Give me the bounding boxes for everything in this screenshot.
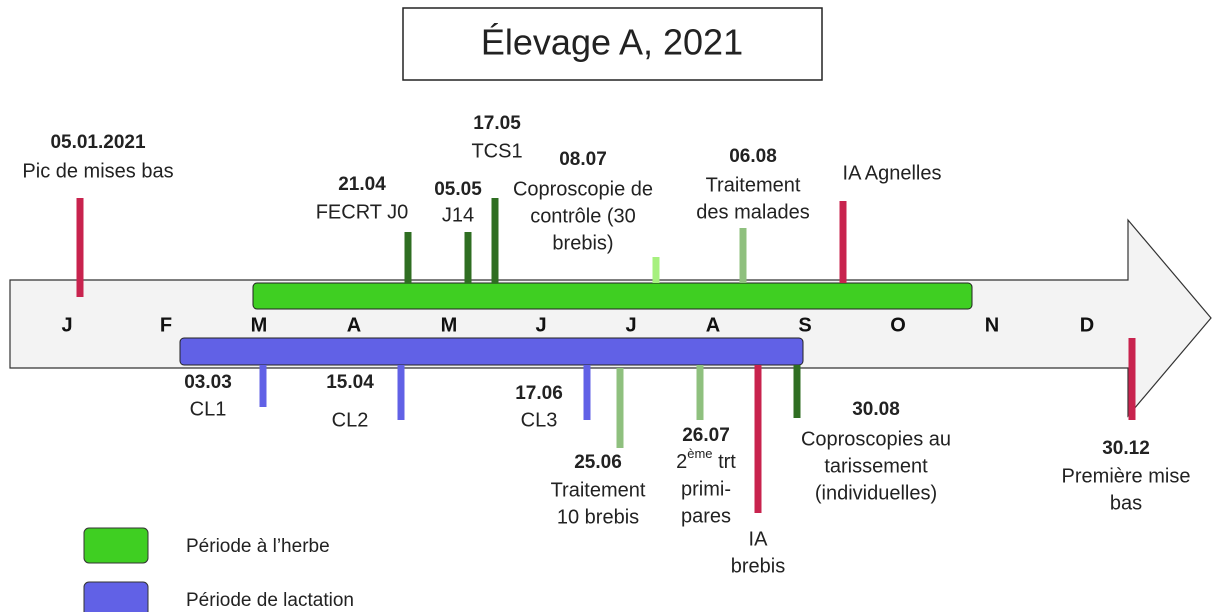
event-text-part: 2 <box>676 451 687 473</box>
legend-swatch <box>83 581 149 612</box>
event-text: FECRT J0 <box>316 201 409 223</box>
event-text: Première mise <box>1062 465 1191 487</box>
legend-swatch <box>83 527 149 564</box>
month-label: S <box>798 314 811 336</box>
month-label: A <box>706 314 720 336</box>
event-marker <box>404 232 412 283</box>
event-marker <box>464 232 472 283</box>
month-label: J <box>535 314 546 336</box>
month-label: O <box>890 314 906 336</box>
event-marker <box>754 365 762 513</box>
event-marker <box>793 365 801 418</box>
event-date: 26.07 <box>682 425 730 446</box>
event-text: Coproscopies au <box>801 428 951 450</box>
event-text: brebis <box>731 555 785 577</box>
event-date: 21.04 <box>338 174 386 195</box>
event-text: IA <box>749 528 769 550</box>
month-label: M <box>251 314 268 336</box>
event-text: CL2 <box>332 409 369 431</box>
event-marker <box>739 228 747 283</box>
event-text: pares <box>681 505 731 527</box>
event-date: 06.08 <box>729 146 777 167</box>
event-marker <box>76 198 84 297</box>
event-text: brebis) <box>552 232 613 254</box>
event-marker <box>491 198 499 283</box>
lactation-period-bar <box>179 337 804 366</box>
month-label: M <box>441 314 458 336</box>
legend-label: Période de lactation <box>186 590 354 611</box>
event-marker <box>397 365 405 420</box>
event-text: 10 brebis <box>557 506 639 528</box>
event-date: 30.12 <box>1102 438 1150 459</box>
event-text: (individuelles) <box>815 482 937 504</box>
month-label: J <box>625 314 636 336</box>
event-marker <box>583 365 591 420</box>
event-date: 05.01.2021 <box>50 132 146 153</box>
event-text: Coproscopie de <box>513 178 653 200</box>
event-marker <box>839 201 847 283</box>
event-text: primi- <box>681 478 731 500</box>
grass-period-bar <box>252 282 973 310</box>
event-date: 17.05 <box>473 113 521 134</box>
event-marker <box>1128 338 1136 420</box>
month-label: J <box>61 314 72 336</box>
event-text: CL3 <box>521 409 558 431</box>
event-text-part: trt <box>713 451 737 473</box>
event-marker <box>259 365 267 407</box>
event-text: des malades <box>696 201 809 223</box>
event-text: Pic de mises bas <box>22 160 173 182</box>
event-text: tarissement <box>824 455 928 477</box>
title-box <box>402 7 823 81</box>
event-date: 30.08 <box>852 399 900 420</box>
legend-label: Période à l’herbe <box>186 536 330 557</box>
event-date: 05.05 <box>434 179 482 200</box>
event-marker <box>616 368 624 448</box>
month-label: F <box>160 314 172 336</box>
event-date: 03.03 <box>184 372 232 393</box>
time-arrow <box>9 218 1212 418</box>
event-date: 08.07 <box>559 149 607 170</box>
event-text: TCS1 <box>471 140 522 162</box>
event-marker <box>696 365 704 420</box>
event-text: Traitement <box>551 479 646 501</box>
month-label: D <box>1080 314 1094 336</box>
event-text: J14 <box>442 204 474 226</box>
event-date: 15.04 <box>326 372 374 393</box>
event-text: contrôle (30 <box>530 205 636 227</box>
event-text: 2ème trt <box>676 446 736 473</box>
month-label: N <box>985 314 999 336</box>
event-text-part: ème <box>687 446 712 461</box>
event-text: Traitement <box>706 174 801 196</box>
month-label: A <box>347 314 361 336</box>
title: Élevage A, 2021 <box>481 22 743 63</box>
event-text: IA Agnelles <box>843 162 942 184</box>
event-date: 17.06 <box>515 383 563 404</box>
event-text: bas <box>1110 492 1142 514</box>
event-text: CL1 <box>190 398 227 420</box>
event-marker <box>652 257 660 283</box>
event-date: 25.06 <box>574 452 622 473</box>
